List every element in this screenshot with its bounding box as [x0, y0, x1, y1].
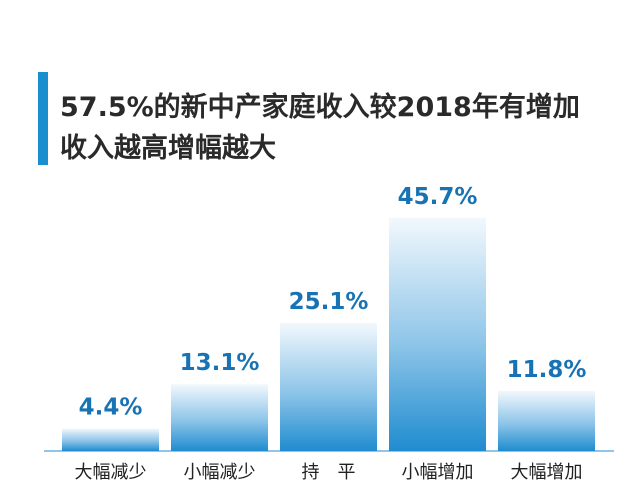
value-label-0: 4.4%	[79, 395, 143, 421]
value-label-3: 45.7%	[398, 184, 478, 210]
category-label-0: 大幅减少	[75, 462, 147, 483]
title-accent-bar	[38, 72, 48, 165]
bar-0	[62, 428, 159, 451]
value-label-1: 13.1%	[180, 350, 260, 376]
bar-3	[389, 217, 486, 451]
category-label-2: 持 平	[302, 462, 356, 483]
bar-1	[171, 384, 268, 451]
value-label-2: 25.1%	[289, 289, 369, 315]
category-label-3: 小幅增加	[402, 462, 474, 483]
bar-4	[498, 390, 595, 451]
bar-2	[280, 322, 377, 451]
value-label-4: 11.8%	[507, 357, 587, 383]
chart-title-line-1: 57.5%的新中产家庭收入较2018年有增加	[60, 92, 580, 123]
category-label-4: 大幅增加	[511, 462, 583, 483]
category-label-1: 小幅减少	[184, 462, 256, 483]
chart-title-line-2: 收入越高增幅越大	[60, 133, 276, 164]
